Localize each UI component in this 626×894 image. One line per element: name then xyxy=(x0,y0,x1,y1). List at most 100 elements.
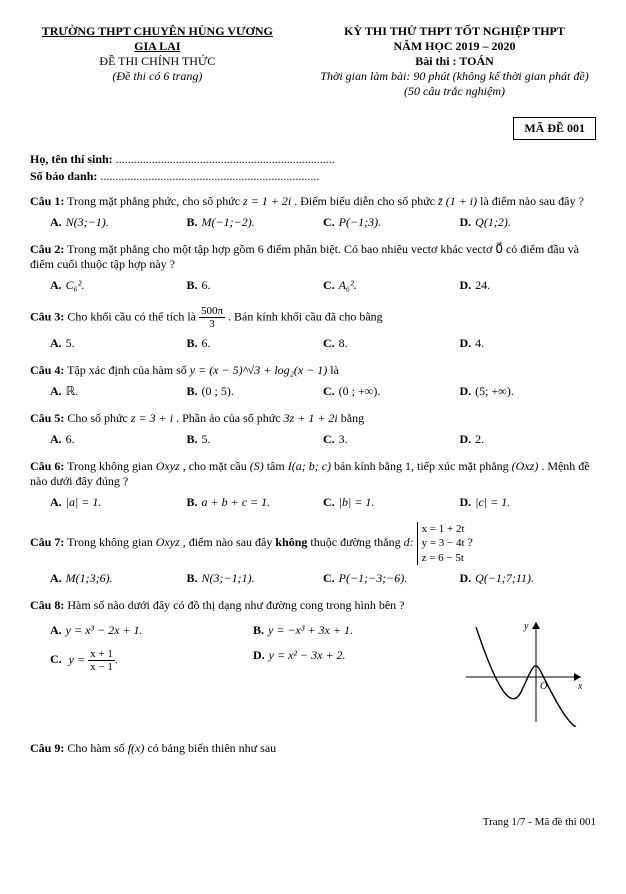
q1-text-c: là điểm nào sau đây ? xyxy=(480,194,584,208)
q1-opt-d: D.Q(1;2). xyxy=(460,215,597,230)
q1-text-b: . Điểm biểu diễn cho số phức xyxy=(294,194,438,208)
candidate-id-line: Số báo danh: ...........................… xyxy=(30,169,596,184)
q2-opt-b: B.6. xyxy=(187,278,324,293)
q4-options: A.ℝ. B.(0 ; 5). C.(0 ; +∞). D.(5; +∞). xyxy=(50,382,596,401)
q8-c-fraction: x + 1 x − 1 xyxy=(88,648,115,673)
name-dots: ........................................… xyxy=(116,152,335,166)
name-label: Họ, tên thí sinh: xyxy=(30,152,113,166)
q4-opt-d: D.(5; +∞). xyxy=(460,384,597,399)
q3-text-b: . Bán kính khối cầu đã cho bằng xyxy=(228,309,383,323)
q4-opt-b: B.(0 ; 5). xyxy=(187,384,324,399)
page-footer: Trang 1/7 - Mã đề thi 001 xyxy=(30,816,596,828)
q2-zero: 0⃗ xyxy=(495,242,503,256)
q7-bold: không xyxy=(275,535,307,549)
q3-opt-d: D.4. xyxy=(460,336,597,351)
q9-label: Câu 9: xyxy=(30,741,64,755)
question-1: Câu 1: Trong mặt phẳng phức, cho số phức… xyxy=(30,194,596,209)
question-4: Câu 4: Tập xác định của hàm số y = (x − … xyxy=(30,363,596,378)
q6-text-a: Trong không gian xyxy=(67,459,156,473)
q7-d: d: xyxy=(404,535,414,549)
svg-text:x: x xyxy=(577,681,583,692)
q8-opt-c: C. y = x + 1 x − 1 . xyxy=(50,648,253,673)
id-dots: ........................................… xyxy=(100,169,319,183)
q5-expr: 3z + 1 + 2i xyxy=(284,411,338,425)
page-header: TRƯỜNG THPT CHUYÊN HÙNG VƯƠNG GIA LAI ĐỀ… xyxy=(30,24,596,99)
q1-label: Câu 1: xyxy=(30,194,64,208)
cubic-graph-icon: x y O xyxy=(456,617,586,727)
q2-opt-d: D.24. xyxy=(460,278,597,293)
q4-label: Câu 4: xyxy=(30,363,64,377)
q5-opt-b: B.5. xyxy=(187,432,324,447)
q5-z: z = 3 + i xyxy=(131,411,173,425)
q7-opt-a: A.M(1;3;6). xyxy=(50,571,187,586)
q8-opt-b: B.y = −x³ + 3x + 1. xyxy=(253,623,456,638)
q3-text-a: Cho khối cầu có thể tích là xyxy=(67,309,199,323)
q7-text-a: Trong không gian xyxy=(67,535,156,549)
question-2: Câu 2: Trong mặt phẳng cho một tập hợp g… xyxy=(30,242,596,272)
q5-text-b: . Phần ảo của số phức xyxy=(176,411,283,425)
q7-oxyz: Oxyz xyxy=(156,535,180,549)
exam-title: KỲ THI THỬ THPT TỐT NGHIỆP THPT xyxy=(313,24,596,39)
exam-code-box: MÃ ĐỀ 001 xyxy=(513,117,596,140)
q3-options: A.5. B.6. C.8. D.4. xyxy=(50,334,596,353)
q4-opt-a: A.ℝ. xyxy=(50,384,187,399)
q5-opt-d: D.2. xyxy=(460,432,597,447)
q3-opt-a: A.5. xyxy=(50,336,187,351)
question-5: Câu 5: Cho số phức z = 3 + i . Phần ảo c… xyxy=(30,411,596,426)
q6-opt-d: D.|c| = 1. xyxy=(460,495,597,510)
q2-options: A.C₆². B.6. C.A₆². D.24. xyxy=(50,276,596,295)
q4-opt-c: C.(0 ; +∞). xyxy=(323,384,460,399)
q6-opt-a: A.|a| = 1. xyxy=(50,495,187,510)
header-left: TRƯỜNG THPT CHUYÊN HÙNG VƯƠNG GIA LAI ĐỀ… xyxy=(30,24,285,99)
q1-options: A.N(3;−1). B.M(−1;−2). C.P(−1;3). D.Q(1;… xyxy=(50,213,596,232)
q5-text-a: Cho số phức xyxy=(67,411,131,425)
q8-text: Hàm số nào dưới đây có đồ thị dạng như đ… xyxy=(67,598,404,612)
q2-opt-c: C.A₆². xyxy=(323,278,460,293)
q7-label: Câu 7: xyxy=(30,535,64,549)
question-8: Câu 8: Hàm số nào dưới đây có đồ thị dạn… xyxy=(30,598,596,613)
q5-text-c: bằng xyxy=(341,411,364,425)
q9-fx: f(x) xyxy=(128,741,145,755)
q1-zbar: z̄ (1 + i) xyxy=(438,194,477,208)
exam-year: NĂM HỌC 2019 – 2020 xyxy=(313,39,596,54)
q6-text-c: tâm xyxy=(267,459,288,473)
exam-numq: (50 câu trắc nghiệm) xyxy=(313,84,596,99)
q1-opt-a: A.N(3;−1). xyxy=(50,215,187,230)
q6-options: A.|a| = 1. B.a + b + c = 1. C.|b| = 1. D… xyxy=(50,493,596,512)
q6-text-d: bán kính bằng 1, tiếp xúc mặt phẳng xyxy=(334,459,512,473)
q1-text-a: Trong mặt phẳng phức, cho số phức xyxy=(67,194,243,208)
svg-text:y: y xyxy=(523,621,529,632)
q6-opt-c: C.|b| = 1. xyxy=(323,495,460,510)
q1-opt-c: C.P(−1;3). xyxy=(323,215,460,230)
q6-plane: (Oxz) xyxy=(512,459,539,473)
q1-opt-b: B.M(−1;−2). xyxy=(187,215,324,230)
q8-label: Câu 8: xyxy=(30,598,64,612)
q3-label: Câu 3: xyxy=(30,309,64,323)
q7-opt-b: B.N(3;−1;1). xyxy=(187,571,324,586)
q5-options: A.6. B.5. C.3. D.2. xyxy=(50,430,596,449)
q5-opt-c: C.3. xyxy=(323,432,460,447)
q9-text-b: có bảng biến thiên như sau xyxy=(147,741,276,755)
question-6: Câu 6: Trong không gian Oxyz , cho mặt c… xyxy=(30,459,596,489)
q8-options: A.y = x³ − 2x + 1. B.y = −x³ + 3x + 1. C… xyxy=(30,617,456,681)
q4-fn: y = (x − 5)^√3 + log₂(x − 1) xyxy=(190,363,328,377)
q7-options: A.M(1;3;6). B.N(3;−1;1). C.P(−1;−3;−6). … xyxy=(50,569,596,588)
q3-opt-c: C.8. xyxy=(323,336,460,351)
pages-note: (Đề thi có 6 trang) xyxy=(30,69,285,84)
q7-system: x = 1 + 2t y = 3 − 4t z = 6 − 5t xyxy=(417,522,465,565)
exam-official: ĐỀ THI CHÍNH THỨC xyxy=(30,54,285,69)
q6-S: (S) xyxy=(250,459,264,473)
question-9: Câu 9: Cho hàm số f(x) có bảng biến thiê… xyxy=(30,741,596,756)
exam-subject: Bài thi : TOÁN xyxy=(313,54,596,69)
q5-label: Câu 5: xyxy=(30,411,64,425)
q7-text-c: thuộc đường thẳng xyxy=(310,535,403,549)
q6-text-b: , cho mặt cầu xyxy=(183,459,250,473)
exam-duration: Thời gian làm bài: 90 phút (không kể thờ… xyxy=(313,69,596,84)
q4-text-a: Tập xác định của hàm số xyxy=(67,363,190,377)
header-right: KỲ THI THỬ THPT TỐT NGHIỆP THPT NĂM HỌC … xyxy=(313,24,596,99)
question-7: Câu 7: Trong không gian Oxyz , điểm nào … xyxy=(30,522,596,565)
q8-opt-a: A.y = x³ − 2x + 1. xyxy=(50,623,253,638)
q7-opt-c: C.P(−1;−3;−6). xyxy=(323,571,460,586)
q7-text-b: , điểm nào sau đây xyxy=(183,535,276,549)
q8-opt-d: D.y = x² − 3x + 2. xyxy=(253,648,456,673)
